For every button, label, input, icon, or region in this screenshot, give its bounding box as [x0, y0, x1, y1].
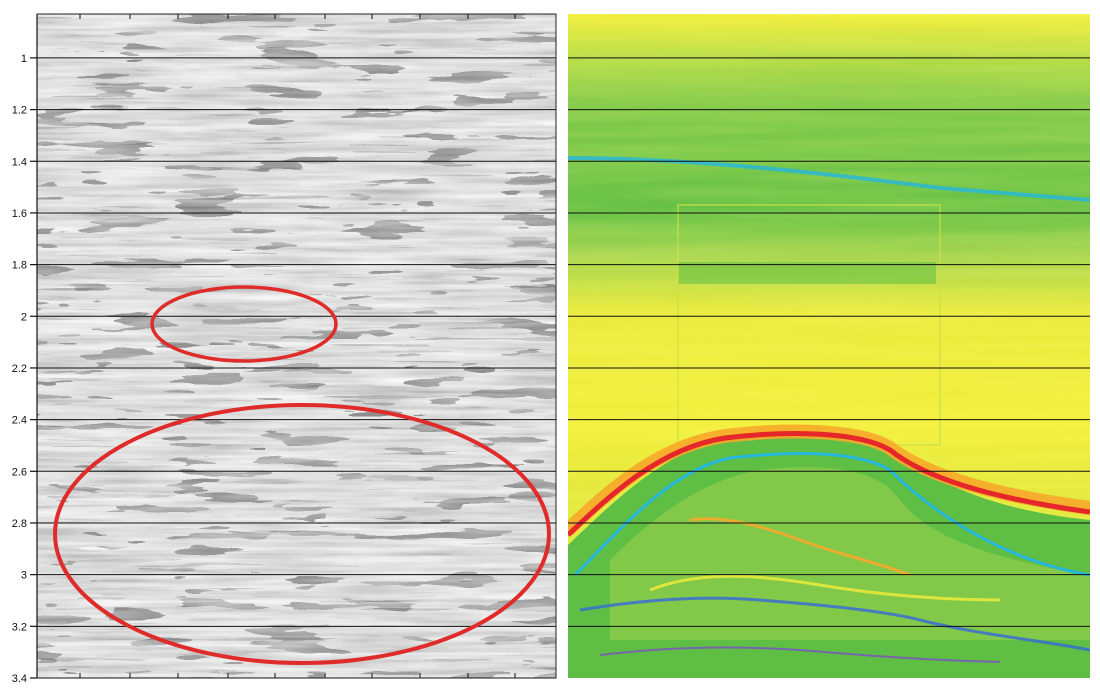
time-tick-label: 2.8 [12, 518, 27, 530]
dome-yellow-streak [649, 574, 1001, 602]
right-gridlines [568, 57, 1090, 627]
lower-highlight-ellipse [53, 403, 551, 665]
left-gridlines [37, 57, 556, 627]
mid-green-band [678, 262, 936, 284]
time-tick-label: 2.2 [12, 363, 27, 375]
dome-purple-horizon [599, 646, 1001, 663]
dome-blue-horizon [579, 596, 1090, 652]
time-tick-label: 1.4 [12, 156, 27, 168]
time-tick-label: 1.2 [12, 105, 27, 117]
dome-orange-streak [689, 517, 911, 577]
time-tick-label: 3.2 [12, 621, 27, 633]
left-seismic-panel [37, 14, 556, 678]
left-panel-deep-reflectors [37, 440, 556, 678]
top-reservoir-red-horizon [568, 431, 1090, 537]
time-tick-label: 1 [21, 53, 27, 65]
time-tick-label: 1.6 [12, 208, 27, 220]
time-axis-tick-labels: 1 1.2 1.4 1.6 1.8 2 2.2 2.4 2.6 2.8 3 3.2 3.4 [12, 53, 27, 685]
time-tick-label: 2.4 [12, 415, 27, 427]
upper-highlight-ellipse [150, 285, 338, 363]
time-tick-label: 2 [21, 311, 27, 323]
dome-cyan-horizon [573, 452, 1090, 577]
time-tick-label: 3.4 [12, 673, 27, 685]
time-tick-label: 3 [21, 570, 27, 582]
time-tick-label: 2.6 [12, 466, 27, 478]
dome-inner-light [610, 467, 1090, 640]
shallow-blue-horizon [568, 156, 1090, 202]
right-attribute-panel [568, 14, 1090, 678]
time-tick-label: 1.8 [12, 260, 27, 272]
